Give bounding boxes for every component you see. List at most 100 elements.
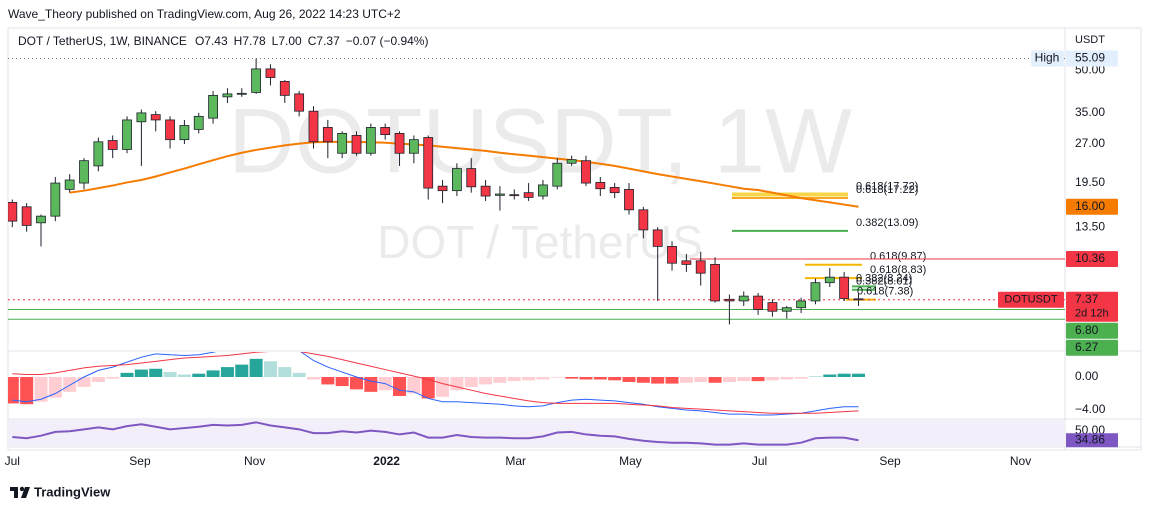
symbol-tag (998, 291, 1064, 308)
fib-label: 0.618(8.83) (870, 264, 926, 276)
logo-mark (21, 487, 30, 498)
macd-histogram-bar (249, 358, 263, 377)
candle-body (337, 132, 348, 154)
price-tag (1066, 250, 1118, 267)
x-tick-label: Nov (1010, 454, 1031, 468)
price-tag-countdown: 2d 12h (1075, 308, 1109, 320)
price-tag (1066, 322, 1118, 339)
fib-label: 0.618(17.72) (856, 180, 918, 192)
y-tick-label: −4.00 (1075, 402, 1106, 416)
legend-symbol: DOT / TetherUS, 1W, BINANCE (18, 34, 187, 48)
candle-body (552, 162, 563, 187)
macd-histogram-bar (737, 376, 751, 382)
macd-histogram-bar (163, 372, 177, 377)
candle-body (695, 260, 706, 274)
macd-histogram-bar (77, 376, 91, 387)
candle-body (165, 119, 175, 141)
candle-body (638, 209, 649, 231)
publisher: Wave_Theory published on TradingView.com… (8, 7, 401, 21)
candle-body (753, 295, 763, 310)
macd-histogram-bar (206, 370, 220, 377)
candle-body (509, 194, 520, 197)
macd-histogram-bar (479, 376, 493, 385)
candle-body (21, 206, 32, 226)
candle-body (136, 112, 147, 123)
logo-mark (19, 486, 25, 492)
logo: TradingView (10, 484, 111, 499)
y-tick-label: 27.00 (1075, 136, 1105, 150)
macd-histogram-bar (694, 376, 708, 382)
candle-body (408, 139, 419, 154)
frame (7, 27, 1142, 451)
macd-histogram-bar (565, 376, 579, 379)
candle-body (724, 298, 735, 302)
candle-body (681, 260, 692, 265)
macd-histogram-bar (851, 373, 865, 377)
macd-histogram-bar (421, 376, 435, 399)
price-tag-label: 7.37 (1075, 292, 1099, 306)
high-tag: High (1035, 51, 1060, 65)
macd-histogram-bar (436, 376, 450, 397)
candle-body (322, 127, 333, 143)
candle-body (79, 160, 89, 184)
candle-body (423, 137, 434, 189)
candle-body (308, 110, 319, 143)
brand: TradingView (34, 484, 111, 499)
macd-histogram-bar (364, 376, 378, 392)
macd-line (12, 352, 859, 416)
macd-histogram-bar (120, 372, 134, 377)
macd-histogram-bar (350, 376, 364, 390)
candle-body (380, 127, 391, 136)
candle-body (538, 184, 548, 197)
macd-histogram-bar (507, 376, 521, 382)
candle-body (208, 94, 218, 119)
macd-pane (8, 352, 865, 416)
candle-body (236, 92, 247, 95)
rsi-tag-label: 34.86 (1075, 432, 1105, 446)
rsi-band (9, 420, 1064, 446)
macd-histogram-bar (34, 376, 48, 402)
macd-histogram-bar (306, 376, 320, 380)
macd-histogram-bar (48, 376, 62, 398)
high-value: 55.09 (1075, 51, 1105, 65)
legend-key: H (234, 34, 243, 48)
candle-body (667, 246, 677, 264)
y-tick-label: 19.50 (1075, 175, 1105, 189)
high-value-bg (1066, 50, 1118, 67)
candle-body (810, 282, 821, 302)
candle-body (193, 115, 204, 130)
candle-body (624, 188, 634, 211)
price-tag-label: 6.80 (1075, 323, 1099, 337)
legend-value: 7.37 (316, 34, 340, 48)
axes: Jul Sep Nov 2022 Mar May Jul Sep Nov50.0035.0027… (5, 50, 1118, 468)
x-tick-label: Sep (129, 454, 151, 468)
candle-body (796, 300, 807, 309)
macd-histogram-bar (780, 376, 794, 380)
symbol-tag-label: DOTUSDT (1004, 294, 1057, 306)
candle-body (365, 127, 376, 154)
candle-body (50, 182, 61, 217)
watermark-sub: DOT / TetherUS (377, 216, 703, 268)
macd-histogram-bar (765, 376, 779, 381)
candle-body (710, 263, 720, 302)
rsi-tag (1066, 433, 1118, 448)
x-tick-label: May (619, 454, 642, 468)
macd-histogram-bar (20, 376, 34, 405)
y-tick-label: 35.00 (1075, 105, 1105, 119)
macd-histogram-bar (263, 361, 277, 377)
macd-histogram-bar (622, 376, 636, 382)
fib-label: 0.618(7.38) (857, 286, 913, 298)
candle-body (767, 302, 778, 312)
candle-body (93, 141, 104, 167)
candle-body (738, 295, 749, 302)
macd-histogram-bar (335, 376, 349, 387)
macd-histogram-bar (493, 376, 507, 383)
macd-histogram-bar (278, 367, 292, 377)
macd-histogram-bar (550, 376, 564, 378)
legend-value: 7.00 (278, 34, 302, 48)
candle-body (523, 192, 534, 198)
macd-histogram-bar (593, 376, 607, 380)
candle-body (179, 125, 190, 141)
legend-key: O (195, 34, 204, 48)
x-tick-label: Jul (752, 454, 767, 468)
